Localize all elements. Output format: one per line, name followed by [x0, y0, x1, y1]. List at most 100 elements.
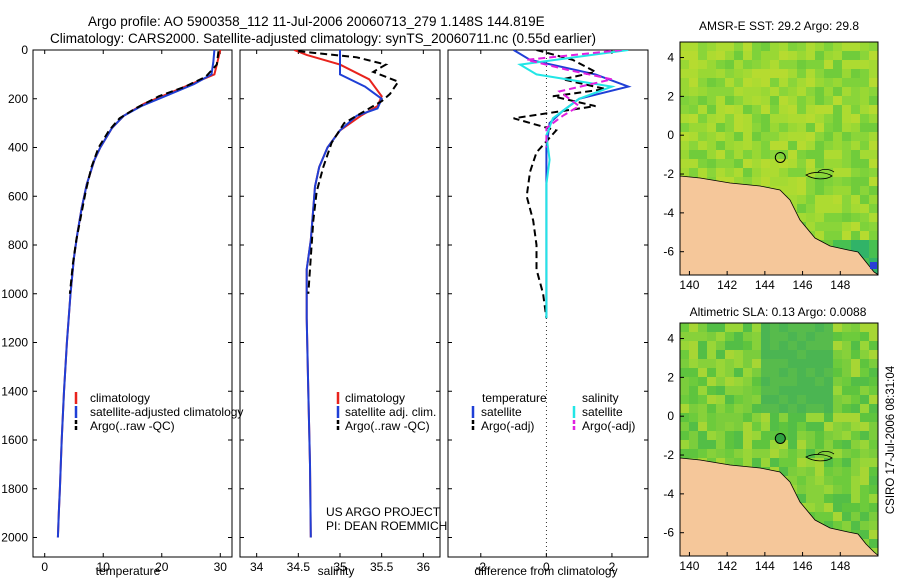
legend-label-satellite-adj: satellite adj. clim.: [345, 405, 436, 419]
map-cell: [842, 494, 851, 503]
map-cell: [707, 422, 716, 431]
map-cell: [851, 240, 860, 249]
map-cell: [842, 458, 851, 467]
map-cell: [824, 222, 833, 231]
map-cell: [680, 431, 689, 440]
map-cell: [824, 177, 833, 186]
map-cell: [851, 368, 860, 377]
salinity-series: [293, 50, 400, 538]
map-cell: [689, 350, 698, 359]
map-cell: [860, 87, 869, 96]
difference-panel-frame: [447, 49, 649, 558]
map-cell: [806, 485, 815, 494]
map-cell: [698, 449, 707, 458]
map-cell: [743, 422, 752, 431]
map-cell: [869, 503, 878, 512]
map-cell: [806, 422, 815, 431]
y-tick-label: 1600: [1, 433, 28, 447]
map-cell: [725, 386, 734, 395]
map-cell: [851, 431, 860, 440]
map-cell: [707, 168, 716, 177]
map-cell: [725, 458, 734, 467]
map-cell: [860, 114, 869, 123]
map-cell: [725, 368, 734, 377]
map-cell: [725, 341, 734, 350]
map-cell: [833, 350, 842, 359]
map-cell: [689, 332, 698, 341]
map-cell: [842, 449, 851, 458]
map-cell: [734, 177, 743, 186]
map-cell: [680, 404, 689, 413]
map-cell: [824, 512, 833, 521]
map-cell: [743, 377, 752, 386]
map-cell: [707, 42, 716, 51]
map-cell: [743, 132, 752, 141]
map-cell: [842, 177, 851, 186]
map-cell: [815, 440, 824, 449]
map-cell: [833, 195, 842, 204]
map-cell: [833, 213, 842, 222]
map-cell: [806, 87, 815, 96]
map-cell: [860, 159, 869, 168]
map-cell: [734, 395, 743, 404]
map-cell: [698, 431, 707, 440]
map-cell: [770, 51, 779, 60]
map-cell: [770, 458, 779, 467]
map-cell: [770, 431, 779, 440]
map-cell: [806, 222, 815, 231]
y-tick-label: 2000: [1, 531, 28, 545]
map-cell: [815, 141, 824, 150]
map-cell: [770, 150, 779, 159]
map-cell: [779, 114, 788, 123]
map-cell: [770, 42, 779, 51]
map-cell: [734, 440, 743, 449]
map-cell: [833, 123, 842, 132]
map-cell: [860, 186, 869, 195]
map-cell: [770, 132, 779, 141]
map-cell: [797, 440, 806, 449]
map-cell: [797, 494, 806, 503]
map-cell: [806, 177, 815, 186]
map-cell: [707, 395, 716, 404]
map-cell: [851, 195, 860, 204]
map-cell: [689, 60, 698, 69]
map-cell: [725, 60, 734, 69]
map-cell: [698, 123, 707, 132]
map-cell: [851, 404, 860, 413]
map-cell: [716, 341, 725, 350]
map-cell: [779, 150, 788, 159]
map-cell: [797, 476, 806, 485]
map-cell: [797, 422, 806, 431]
map-cell: [806, 114, 815, 123]
map-cell: [788, 69, 797, 78]
map-cell: [698, 159, 707, 168]
map-cell: [779, 60, 788, 69]
amsr-map-frame: [679, 41, 879, 276]
series-line-salinity-argo-adj-: [526, 50, 622, 148]
map-cell: [851, 123, 860, 132]
map-cell: [788, 60, 797, 69]
map-cell: [680, 123, 689, 132]
map-cell: [860, 177, 869, 186]
map-cell: [833, 494, 842, 503]
map-cell: [860, 51, 869, 60]
map-cell: [752, 177, 761, 186]
temperature-series: [56, 50, 222, 538]
map-cell: [869, 431, 878, 440]
map-cell: [770, 359, 779, 368]
map-cell: [743, 87, 752, 96]
salinity-legend: climatology satellite adj. clim. Argo(..…: [336, 391, 436, 433]
map-cell: [734, 168, 743, 177]
map-cell: [824, 449, 833, 458]
map-cell: [869, 341, 878, 350]
map-cell: [743, 51, 752, 60]
map-cell: [860, 132, 869, 141]
map-cell: [833, 467, 842, 476]
x-tick-label: 144: [755, 559, 775, 573]
map-cell: [761, 78, 770, 87]
map-cell: [851, 51, 860, 60]
map-cell: [779, 386, 788, 395]
map-cell: [770, 168, 779, 177]
map-cell: [743, 386, 752, 395]
map-cell: [851, 332, 860, 341]
